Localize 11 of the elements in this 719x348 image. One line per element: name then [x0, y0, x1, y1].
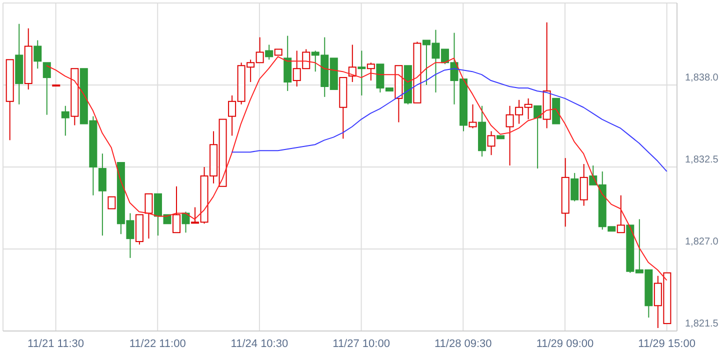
y-tick-label: 1,821.5 [685, 318, 719, 330]
x-tick-label: 11/29 09:00 [536, 338, 594, 348]
x-tick-label: 11/27 10:00 [332, 338, 390, 348]
x-tick-label: 11/28 09:30 [434, 338, 492, 348]
y-tick-label: 1,838.0 [685, 72, 719, 84]
x-tick-label: 11/21 11:30 [28, 338, 84, 348]
y-tick-label: 1,827.0 [685, 236, 719, 248]
x-tick-label: 11/22 11:00 [129, 338, 186, 348]
y-tick-label: 1,832.5 [685, 154, 719, 166]
x-tick-label: 11/24 10:30 [230, 338, 288, 348]
x-tick-label: 11/29 15:00 [638, 338, 696, 348]
